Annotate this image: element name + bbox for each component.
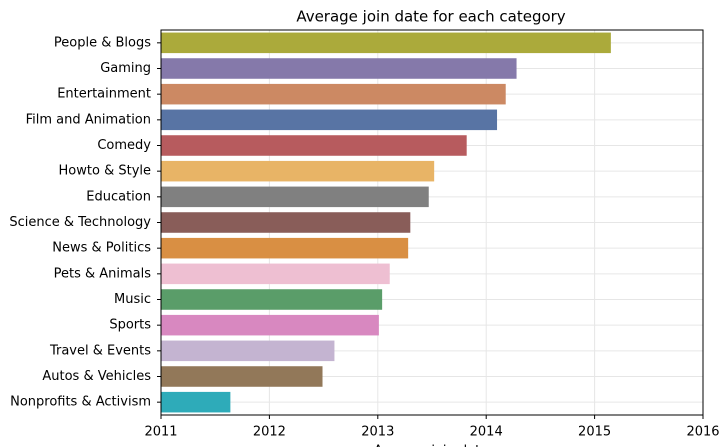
bar — [161, 186, 429, 208]
y-tick-label: Howto & Style — [59, 164, 151, 179]
bar — [161, 314, 379, 336]
chart-title: Average join date for each category — [296, 8, 565, 26]
x-tick-label: 2014 — [470, 425, 503, 440]
bar — [161, 160, 435, 182]
bar — [161, 58, 517, 79]
y-tick-label: Autos & Vehicles — [42, 369, 151, 384]
bar — [161, 83, 506, 105]
x-tick-label: 2011 — [144, 425, 177, 440]
y-tick-label: Travel & Events — [49, 343, 151, 358]
y-tick-label: Music — [114, 292, 151, 307]
x-tick-label: 2015 — [578, 425, 611, 440]
bar — [161, 212, 411, 233]
x-tick-label: 2012 — [253, 425, 286, 440]
y-tick-label: News & Politics — [52, 241, 151, 256]
y-tick-label: Gaming — [100, 61, 151, 76]
bar — [161, 366, 323, 387]
y-tick-label: Film and Animation — [26, 112, 151, 127]
y-tick-label: Comedy — [97, 138, 151, 153]
bar — [161, 340, 335, 362]
bar — [161, 109, 498, 131]
y-tick-label: People & Blogs — [54, 35, 151, 50]
x-axis-label: Average join date — [374, 444, 488, 447]
y-tick-label: Science & Technology — [9, 215, 151, 230]
y-tick-label: Education — [86, 189, 151, 204]
bar — [161, 135, 467, 156]
x-tick-label: 2016 — [686, 425, 719, 440]
y-tick-label: Sports — [109, 318, 151, 333]
bar — [161, 237, 409, 259]
plot-frame — [160, 29, 704, 416]
bar — [161, 391, 231, 413]
y-tick-label: Nonprofits & Activism — [10, 395, 151, 410]
bar — [161, 289, 383, 310]
y-tick-label: Entertainment — [57, 87, 151, 102]
bar — [161, 32, 611, 54]
bar — [161, 263, 390, 285]
y-tick-label: Pets & Animals — [54, 266, 152, 281]
x-tick-label: 2013 — [361, 425, 394, 440]
